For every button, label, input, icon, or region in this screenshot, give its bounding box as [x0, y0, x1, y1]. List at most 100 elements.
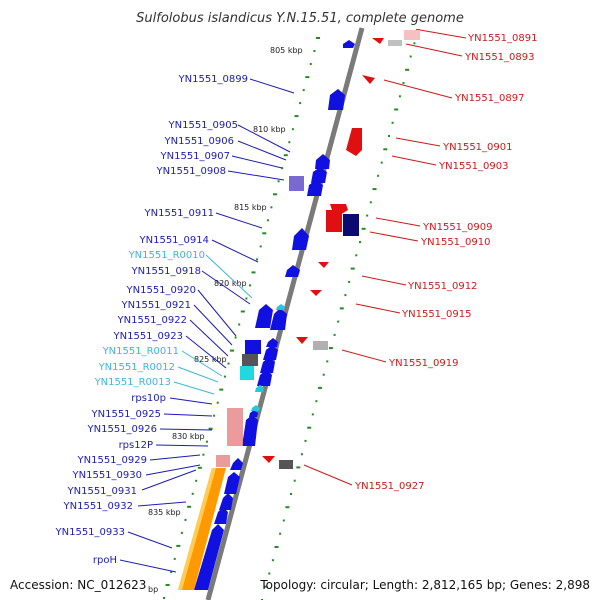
tick-label: 830 kbp: [172, 432, 205, 441]
gene-box[interactable]: [289, 176, 304, 191]
pink-block: [227, 408, 243, 446]
gene-label[interactable]: YN1551_R0010: [128, 250, 205, 261]
gene-label[interactable]: YN1551_0927: [354, 481, 425, 492]
gene-label[interactable]: YN1551_0932: [63, 501, 134, 512]
right-labels: YN1551_0891 YN1551_0893 YN1551_0897 YN15…: [354, 33, 538, 492]
connector: [137, 501, 187, 507]
gene-label[interactable]: YN1551_0926: [87, 424, 158, 435]
gene-arrow[interactable]: [343, 40, 355, 48]
gene-arrow[interactable]: [372, 38, 384, 44]
track-dot: [402, 82, 405, 84]
gene-arrow[interactable]: [249, 410, 258, 417]
gene-box[interactable]: [242, 354, 258, 366]
gene-box[interactable]: [388, 40, 402, 46]
gene-label[interactable]: YN1551_0933: [55, 527, 126, 538]
gene-arrow[interactable]: [285, 265, 300, 277]
gene-arrow[interactable]: [318, 262, 329, 268]
gene-label[interactable]: YN1551_0907: [160, 151, 231, 162]
gene-label[interactable]: YN1551_0929: [77, 455, 148, 466]
gene-arrow[interactable]: [266, 338, 278, 347]
gene-arrow[interactable]: [270, 308, 287, 330]
rna-arrow[interactable]: [255, 385, 264, 392]
connector: [355, 303, 401, 314]
connector: [127, 531, 173, 549]
gene-label[interactable]: rpoH: [93, 555, 117, 566]
gene-arrow[interactable]: [219, 493, 233, 510]
gene-arrow[interactable]: [310, 290, 322, 296]
gene-label[interactable]: YN1551_0909: [422, 222, 493, 233]
gene-label[interactable]: YN1551_R0012: [98, 362, 175, 373]
gene-label[interactable]: YN1551_0906: [164, 136, 235, 147]
gene-label[interactable]: YN1551_0921: [121, 300, 192, 311]
connector: [201, 270, 251, 305]
track-dot: [361, 227, 366, 230]
track-dot: [377, 174, 380, 177]
gene-arrow[interactable]: [255, 304, 273, 328]
gene-label[interactable]: YN1551_0925: [91, 409, 162, 420]
gene-arrow[interactable]: [328, 89, 345, 110]
gene-arrow[interactable]: [224, 472, 240, 494]
gene-label[interactable]: YN1551_0930: [72, 470, 143, 481]
gene-arrow[interactable]: [263, 345, 278, 360]
gene-label[interactable]: YN1551_0893: [464, 52, 535, 63]
gene-label[interactable]: YN1551_0922: [117, 315, 188, 326]
gene-label[interactable]: YN1551_0903: [438, 161, 509, 172]
gene-box[interactable]: [326, 210, 342, 232]
track-dot: [219, 388, 224, 391]
gene-label[interactable]: YN1551_0905: [168, 120, 239, 131]
gene-arrow[interactable]: [194, 524, 224, 590]
gene-label[interactable]: YN1551_0919: [388, 358, 459, 369]
track-dot: [380, 161, 383, 164]
gene-arrow[interactable]: [315, 154, 330, 169]
gene-label[interactable]: YN1551_R0011: [102, 346, 179, 357]
gene-label[interactable]: YN1551_0912: [407, 281, 478, 292]
track-dot: [274, 546, 279, 548]
gene-box[interactable]: [404, 30, 420, 40]
connector: [159, 428, 213, 431]
gene-label[interactable]: YN1551_0910: [420, 237, 491, 248]
connector: [141, 469, 197, 491]
gene-label[interactable]: YN1551_R0013: [94, 377, 171, 388]
gene-label[interactable]: YN1551_0911: [144, 208, 215, 219]
track-dot: [213, 414, 216, 417]
gene-arrow[interactable]: [292, 228, 309, 250]
connector: [375, 217, 421, 227]
gene-label[interactable]: YN1551_0914: [139, 235, 210, 246]
gene-arrow[interactable]: [262, 456, 275, 463]
gene-box[interactable]: [313, 341, 328, 350]
gene-label[interactable]: YN1551_0908: [156, 166, 227, 177]
gene-label[interactable]: rps12P: [119, 440, 153, 451]
gene-label[interactable]: YN1551_0891: [467, 33, 538, 44]
track-dot: [337, 320, 340, 323]
gene-label[interactable]: YN1551_0931: [67, 486, 138, 497]
gene-label[interactable]: YN1551_0918: [131, 266, 202, 277]
gene-arrow[interactable]: [214, 507, 228, 524]
gene-label[interactable]: YN1551_0920: [126, 285, 197, 296]
gene-label[interactable]: YN1551_0915: [401, 309, 472, 320]
gene-box[interactable]: [343, 214, 359, 236]
gene-arrow[interactable]: [362, 75, 375, 84]
gene-label[interactable]: rps10p: [131, 393, 166, 404]
connector: [303, 464, 353, 486]
rna-arrow[interactable]: [251, 405, 260, 411]
gene-label[interactable]: YN1551_0923: [113, 331, 184, 342]
gene-arrow[interactable]: [346, 128, 362, 156]
track-dot: [405, 68, 410, 71]
gene-arrow[interactable]: [230, 458, 243, 470]
gene-box[interactable]: [279, 460, 293, 469]
gene-label[interactable]: YN1551_0901: [442, 142, 513, 153]
rna-arrow[interactable]: [276, 304, 285, 310]
gene-box[interactable]: [245, 340, 261, 354]
gene-arrow[interactable]: [242, 415, 258, 446]
rna-box[interactable]: [240, 366, 254, 380]
gene-label[interactable]: YN1551_0899: [178, 74, 249, 85]
gene-arrow[interactable]: [307, 180, 323, 196]
gene-arrow[interactable]: [296, 337, 308, 344]
gene-label[interactable]: YN1551_0897: [454, 93, 525, 104]
gene-arrow[interactable]: [311, 167, 327, 183]
gene-arrow[interactable]: [260, 357, 275, 373]
gene-arrow[interactable]: [330, 204, 348, 215]
tick-label: 805 kbp: [270, 46, 303, 55]
gene-arrow[interactable]: [257, 370, 272, 386]
track-dot: [285, 506, 290, 509]
